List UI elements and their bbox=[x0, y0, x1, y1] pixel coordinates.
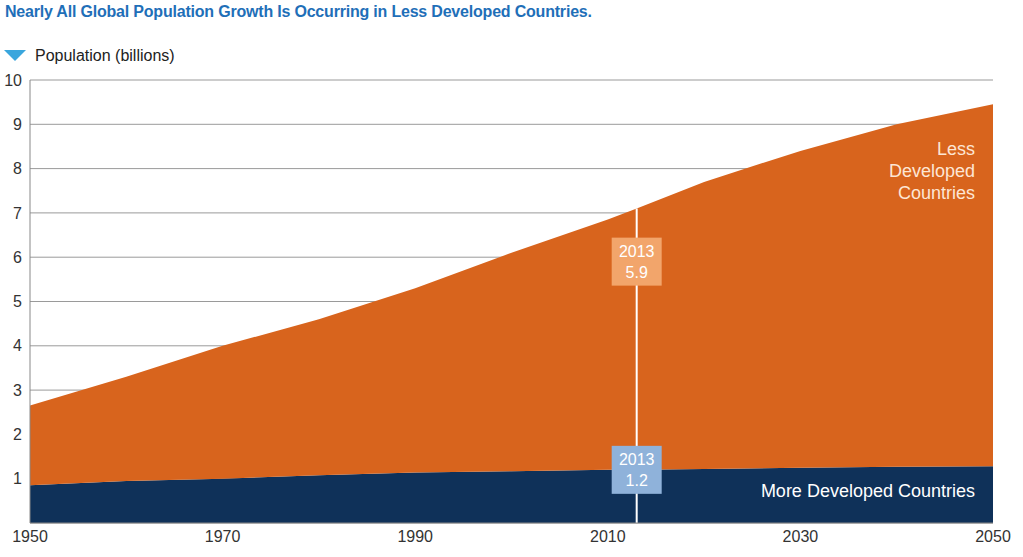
svg-text:6: 6 bbox=[13, 249, 22, 266]
svg-text:5: 5 bbox=[13, 293, 22, 310]
svg-text:More Developed Countries: More Developed Countries bbox=[761, 481, 975, 501]
svg-text:2: 2 bbox=[13, 426, 22, 443]
svg-text:2013: 2013 bbox=[619, 451, 655, 468]
svg-text:1950: 1950 bbox=[12, 528, 48, 545]
html-text:Population (billions): Population (billions) bbox=[35, 47, 175, 64]
svg-text:1990: 1990 bbox=[397, 528, 433, 545]
svg-text:1.2: 1.2 bbox=[626, 472, 648, 489]
svg-text:2050: 2050 bbox=[975, 528, 1011, 545]
svg-text:5.9: 5.9 bbox=[626, 264, 648, 281]
svg-text:2030: 2030 bbox=[783, 528, 819, 545]
svg-text:2013: 2013 bbox=[619, 243, 655, 260]
svg-text:10: 10 bbox=[8, 72, 22, 89]
svg-text:LessDevelopedCountries: LessDevelopedCountries bbox=[889, 139, 975, 203]
html-text:Nearly All Global Population G: Nearly All Global Population Growth Is O… bbox=[5, 3, 592, 20]
svg-text:1970: 1970 bbox=[205, 528, 241, 545]
svg-text:4: 4 bbox=[13, 337, 22, 354]
svg-text:7: 7 bbox=[13, 205, 22, 222]
svg-text:9: 9 bbox=[13, 116, 22, 133]
svg-text:3: 3 bbox=[13, 382, 22, 399]
svg-text:2010: 2010 bbox=[590, 528, 626, 545]
svg-text:1: 1 bbox=[13, 470, 22, 487]
svg-text:8: 8 bbox=[13, 160, 22, 177]
